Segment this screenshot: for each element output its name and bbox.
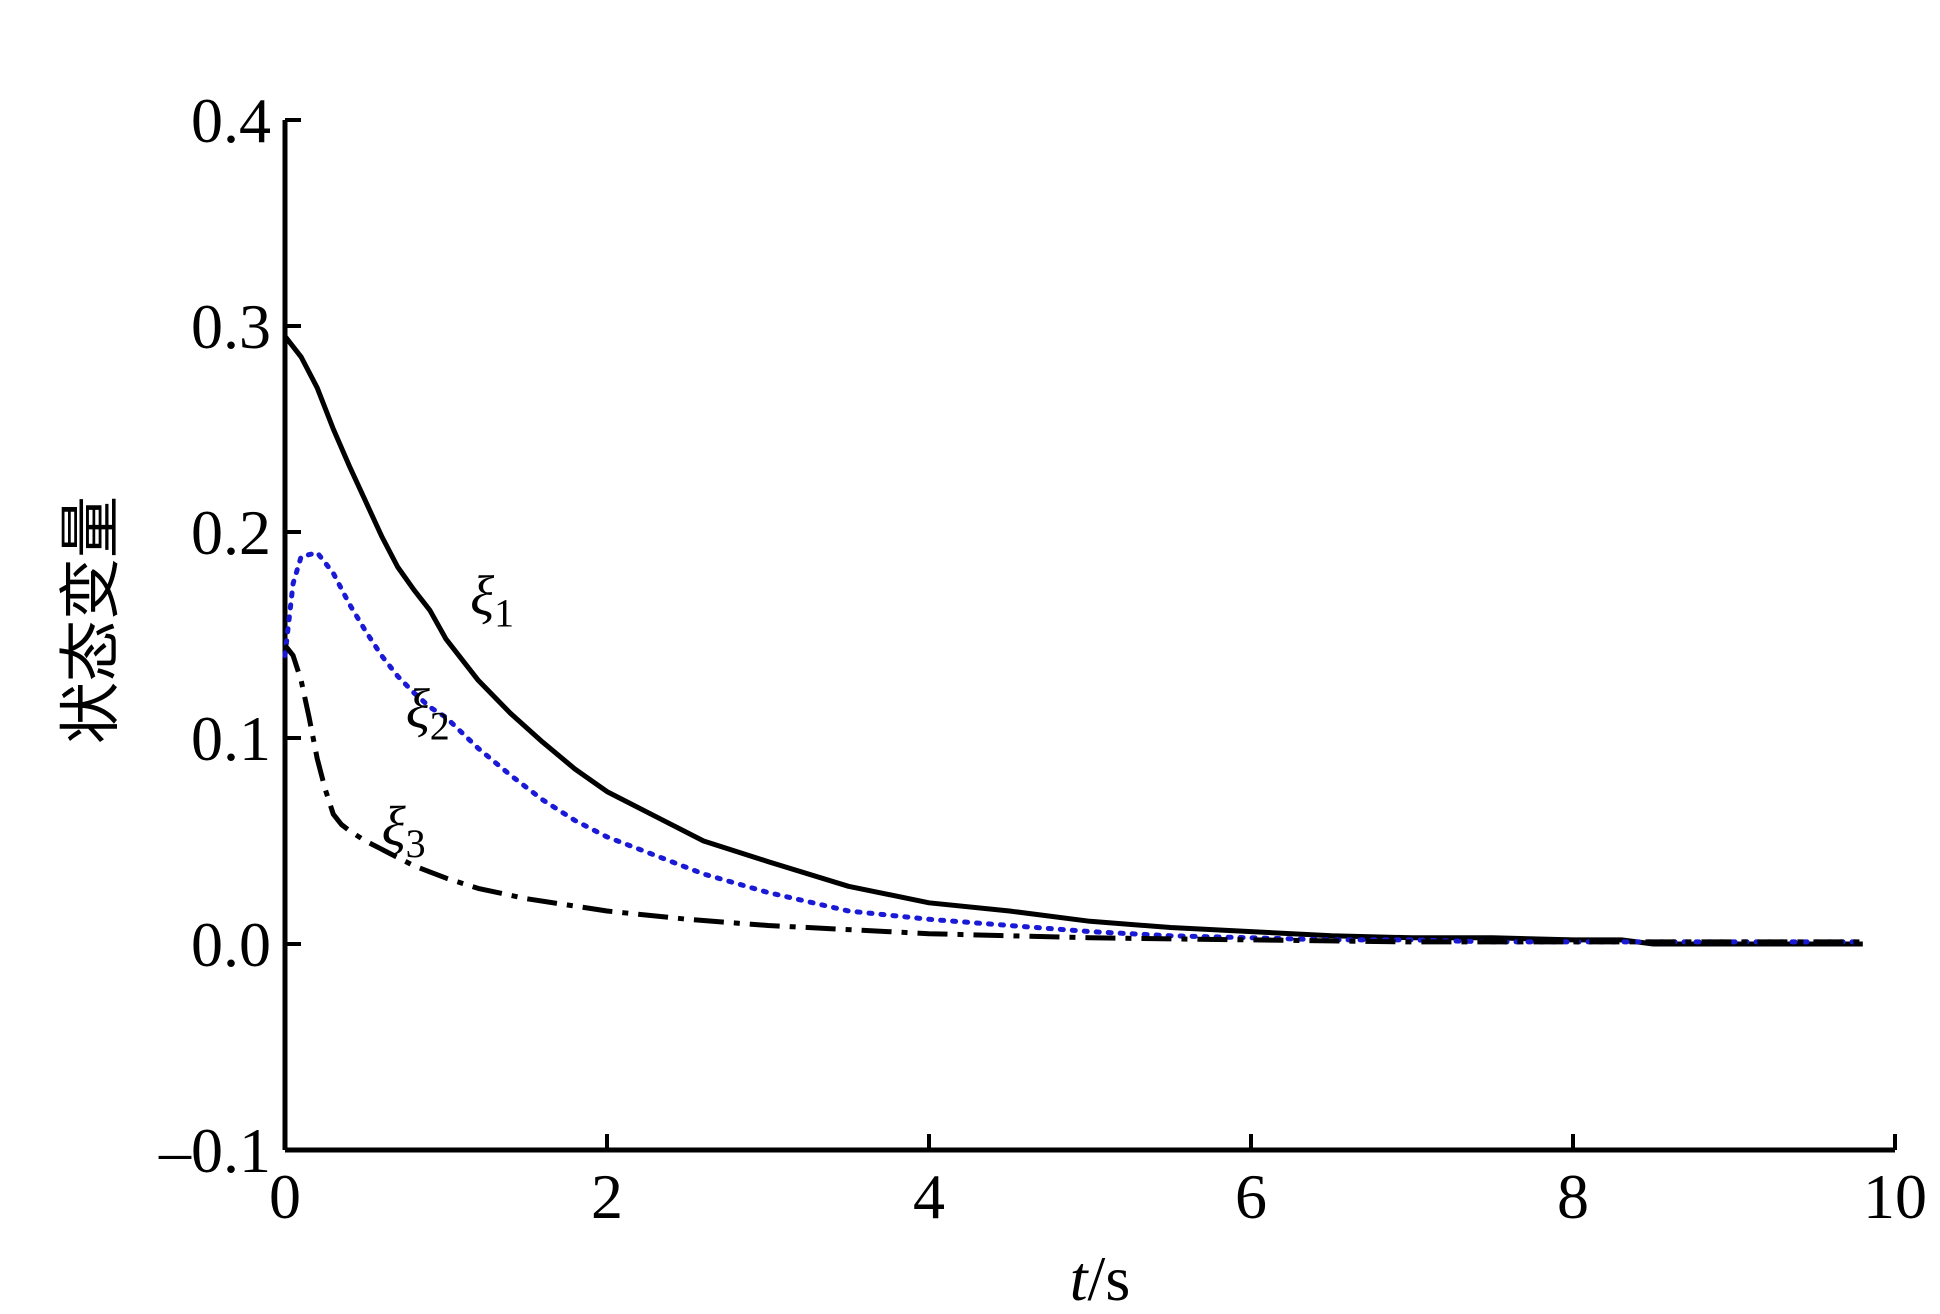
x-tick-label: 2: [591, 1161, 623, 1232]
series-label-subscript: 3: [406, 821, 426, 866]
series-line-1: [283, 334, 1863, 947]
series-layer: [282, 334, 1866, 947]
y-tick-label: 0.4: [191, 85, 271, 156]
series-line-2: [282, 550, 1866, 945]
x-axis-title-italic: t: [1070, 1243, 1090, 1314]
series-label: ξ1: [470, 565, 514, 635]
series-label: ξ2: [406, 679, 450, 749]
axes: [282, 120, 1895, 1153]
ticks: 0 2 4 6 8 10 0.4 0.3 0.2 0.1 0.0 –0.1: [158, 85, 1927, 1232]
x-tick-label: 8: [1557, 1161, 1589, 1232]
series-label-symbol: ξ: [406, 679, 430, 741]
x-axis-title-unit: /s: [1088, 1243, 1131, 1314]
series-label: ξ3: [382, 796, 426, 866]
y-tick-label: 0.2: [191, 497, 271, 568]
x-tick-label: 6: [1235, 1161, 1267, 1232]
y-axis-title: 状态变量: [54, 496, 127, 744]
x-tick-label: 0: [269, 1161, 301, 1232]
series-label-subscript: 1: [494, 590, 514, 635]
series-label-symbol: ξ: [382, 796, 406, 858]
y-tick-label: 0.0: [191, 909, 271, 980]
y-tick-label: 0.1: [191, 703, 271, 774]
series-label-subscript: 2: [430, 704, 450, 749]
y-tick-label: 0.3: [191, 291, 271, 362]
x-tick-label: 10: [1863, 1161, 1927, 1232]
x-axis-title: t/s: [1070, 1243, 1130, 1314]
series-label-symbol: ξ: [470, 565, 494, 627]
x-tick-label: 4: [913, 1161, 945, 1232]
y-tick-label: –0.1: [158, 1115, 271, 1186]
series-line-3: [283, 643, 1863, 945]
